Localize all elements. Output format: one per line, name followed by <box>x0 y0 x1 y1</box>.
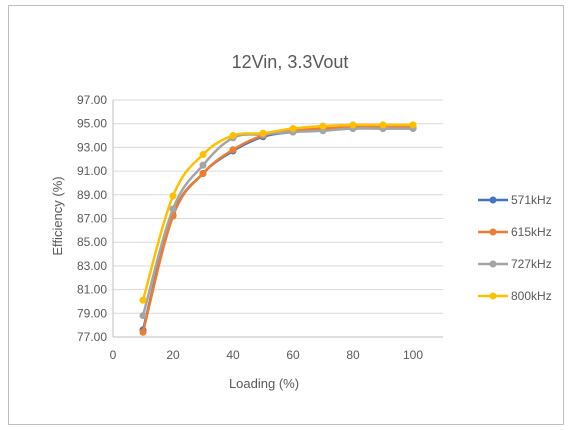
x-tick-label: 0 <box>110 348 117 362</box>
legend-label: 727kHz <box>511 257 552 271</box>
y-tick-label: 95.00 <box>77 117 107 131</box>
chart-frame <box>8 5 564 425</box>
data-point <box>139 312 147 320</box>
series-line <box>141 127 413 331</box>
data-point <box>289 124 297 132</box>
legend-swatch-marker <box>489 228 497 236</box>
y-tick-label: 83.00 <box>77 259 107 273</box>
x-tick-label: 20 <box>166 348 180 362</box>
legend-entry: 800kHz <box>478 289 552 303</box>
y-tick-label: 79.00 <box>77 306 107 320</box>
x-tick-label: 100 <box>403 348 423 362</box>
data-point <box>199 161 207 169</box>
data-point <box>199 151 207 159</box>
y-tick-label: 97.00 <box>77 93 107 107</box>
y-tick-label: 89.00 <box>77 188 107 202</box>
x-axis-title: Loading (%) <box>229 376 299 391</box>
data-point <box>349 121 357 129</box>
legend-label: 615kHz <box>511 225 552 239</box>
chart-title: 12Vin, 3.3Vout <box>232 52 349 72</box>
series-571kHz <box>139 124 417 334</box>
legend-entry: 571kHz <box>478 193 552 207</box>
y-axis-title: Efficiency (%) <box>50 176 65 255</box>
data-point <box>169 192 177 200</box>
legend-entry: 727kHz <box>478 257 552 271</box>
series-615kHz <box>139 123 417 336</box>
data-point <box>379 121 387 129</box>
legend-entry: 615kHz <box>478 225 552 239</box>
axes: 77.00 79.00 81.00 83.00 85.00 87.00 89.00 91.00… <box>77 93 443 362</box>
legend-label: 800kHz <box>511 289 552 303</box>
series-line <box>141 127 413 317</box>
legend-swatch-marker <box>489 292 497 300</box>
series-line <box>141 123 413 301</box>
legend-label: 571kHz <box>511 193 552 207</box>
data-point <box>319 122 327 130</box>
series-lines <box>139 121 417 336</box>
y-tick-label: 91.00 <box>77 164 107 178</box>
legend-swatch-marker <box>489 260 497 268</box>
series-800kHz <box>139 121 417 304</box>
x-tick-label: 40 <box>226 348 240 362</box>
data-point <box>409 121 417 129</box>
y-tick-label: 81.00 <box>77 283 107 297</box>
x-tick-label: 80 <box>346 348 360 362</box>
y-tick-label: 85.00 <box>77 235 107 249</box>
y-tick-label: 77.00 <box>77 330 107 344</box>
data-point <box>199 169 207 177</box>
data-point <box>139 296 147 304</box>
data-point <box>169 205 177 213</box>
legend-swatch-marker <box>489 196 497 204</box>
data-point <box>229 146 237 154</box>
y-tick-label: 87.00 <box>77 212 107 226</box>
legend: 571kHz 615kHz 727kHz 800kHz <box>478 193 552 303</box>
x-tick-label: 60 <box>286 348 300 362</box>
data-point <box>139 328 147 336</box>
data-point <box>259 129 267 137</box>
grid-lines <box>113 99 443 314</box>
series-line <box>141 125 413 333</box>
y-tick-label: 93.00 <box>77 140 107 154</box>
data-point <box>229 132 237 140</box>
